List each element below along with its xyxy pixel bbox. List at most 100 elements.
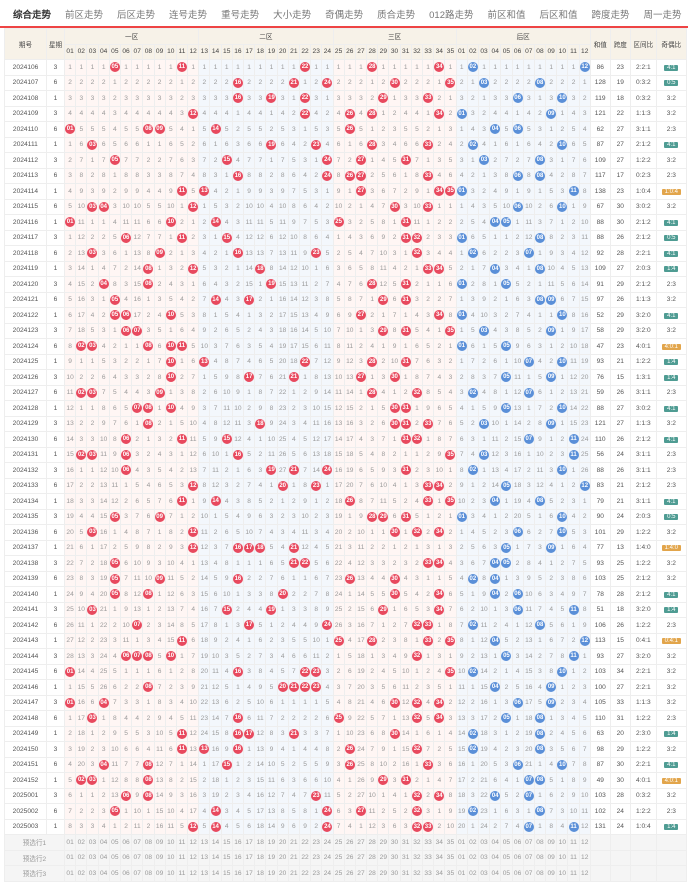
omission-cell: 2 — [154, 153, 165, 169]
span-cell: 30 — [610, 199, 630, 215]
omission-count: 6 — [538, 389, 542, 396]
omission-cell: 10 — [76, 199, 87, 215]
omission-count: 8 — [337, 172, 341, 179]
blue-ball: 05 — [501, 403, 511, 413]
omission-cell: 4 — [512, 261, 523, 277]
omission-cell: 17 — [322, 432, 333, 448]
omission-cell: 4 — [378, 153, 389, 169]
blue-ball: 08 — [535, 729, 545, 739]
omission-count: 11 — [134, 575, 141, 582]
red-ball: 14 — [211, 217, 221, 227]
omission-cell: 3 — [546, 587, 557, 603]
omission-cell: 1 — [344, 184, 355, 200]
omission-cell: 14 — [65, 432, 76, 448]
omission-count: 28 — [66, 653, 73, 660]
omission-cell: 9 — [76, 184, 87, 200]
weekday-cell: 3 — [47, 106, 65, 122]
omission-cell: 22 — [579, 401, 590, 417]
omission-count: 2 — [158, 281, 162, 288]
weekday-cell: 3 — [47, 277, 65, 293]
tab-item[interactable]: 周一走势 — [637, 7, 688, 26]
omission-cell: 23 — [98, 633, 109, 649]
front-ball: 06 — [120, 447, 131, 463]
omission-cell: 9 — [165, 184, 176, 200]
tab-item[interactable]: 前区和值 — [480, 7, 532, 26]
omission-cell: 1 — [423, 215, 434, 231]
omission-count: 4 — [292, 529, 296, 536]
omission-count: 1 — [169, 389, 173, 396]
omission-cell: 5 — [199, 261, 210, 277]
odd-even-cell: 4:1 — [656, 432, 686, 448]
omission-count: 4 — [135, 389, 139, 396]
tab-item[interactable]: 综合走势 — [6, 7, 58, 28]
omission-cell: 7 — [109, 416, 120, 432]
omission-cell: 4 — [322, 137, 333, 153]
omission-count: 3 — [561, 250, 565, 257]
omission-count: 10 — [492, 420, 499, 427]
back-ball: 04 — [490, 122, 501, 138]
front-ball: 26 — [344, 742, 355, 758]
omission-cell: 5 — [244, 695, 255, 711]
omission-count: 12 — [357, 560, 364, 567]
omission-count: 5 — [303, 761, 307, 768]
omission-count: 10 — [100, 436, 107, 443]
omission-count: 7 — [482, 560, 486, 567]
omission-cell: 5 — [255, 618, 266, 634]
front-ball: 33 — [423, 618, 434, 634]
tab-item[interactable]: 连号走势 — [162, 7, 214, 26]
omission-cell: 5 — [490, 199, 501, 215]
omission-cell: 2 — [154, 75, 165, 91]
omission-count: 3 — [292, 420, 296, 427]
span-cell: 13 — [610, 540, 630, 556]
red-ball: 29 — [378, 605, 388, 615]
omission-count: 14 — [458, 730, 465, 737]
tab-item[interactable]: 后区和值 — [533, 7, 585, 26]
omission-cell: 3 — [534, 540, 545, 556]
omission-cell: 1 — [400, 447, 411, 463]
omission-cell: 3 — [244, 416, 255, 432]
omission-cell: 3 — [210, 540, 221, 556]
omission-count: 6 — [527, 141, 531, 148]
omission-count: 4 — [561, 591, 565, 598]
omission-cell: 3 — [143, 323, 154, 339]
omission-count: 9 — [124, 188, 128, 195]
tab-item[interactable]: 重号走势 — [214, 7, 266, 26]
tab-item[interactable]: 前区走势 — [58, 7, 110, 26]
omission-cell: 1 — [557, 680, 568, 696]
omission-count: 6 — [79, 141, 83, 148]
omission-cell: 1 — [546, 432, 557, 448]
omission-cell: 19 — [512, 494, 523, 510]
omission-cell: 5 — [423, 711, 434, 727]
omission-count: 2 — [326, 203, 330, 210]
omission-count: 4 — [203, 808, 207, 815]
omission-count: 2 — [493, 79, 497, 86]
omission-count: 4 — [147, 482, 151, 489]
omission-count: 22 — [100, 622, 107, 629]
tab-item[interactable]: 大小走势 — [266, 7, 318, 26]
omission-cell: 5 — [445, 742, 456, 758]
omission-count: 6 — [214, 591, 218, 598]
tab-item[interactable]: 012路走势 — [422, 7, 480, 26]
tab-item[interactable]: 后区走势 — [110, 7, 162, 26]
tab-item[interactable]: 奇偶走势 — [318, 7, 370, 26]
omission-cell: 13 — [322, 370, 333, 386]
odd-even-cell: 3:2 — [656, 525, 686, 541]
front-ball: 11 — [176, 60, 187, 76]
omission-cell: 9 — [299, 494, 310, 510]
omission-count: 14 — [357, 591, 364, 598]
front-number-header: 11 — [176, 44, 187, 60]
omission-cell: 4 — [132, 106, 143, 122]
front-number-header: 08 — [143, 44, 154, 60]
omission-cell: 7 — [266, 246, 277, 262]
red-ball: 32 — [412, 713, 422, 723]
omission-cell: 6 — [322, 261, 333, 277]
omission-cell: 1 — [311, 261, 322, 277]
omission-cell: 2 — [557, 75, 568, 91]
omission-count: 2 — [158, 606, 162, 613]
omission-cell: 16 — [512, 447, 523, 463]
omission-count: 13 — [570, 389, 577, 396]
tab-item[interactable]: 质合走势 — [370, 7, 422, 26]
omission-count: 8 — [561, 653, 565, 660]
tab-item[interactable]: 跨度走势 — [585, 7, 637, 26]
